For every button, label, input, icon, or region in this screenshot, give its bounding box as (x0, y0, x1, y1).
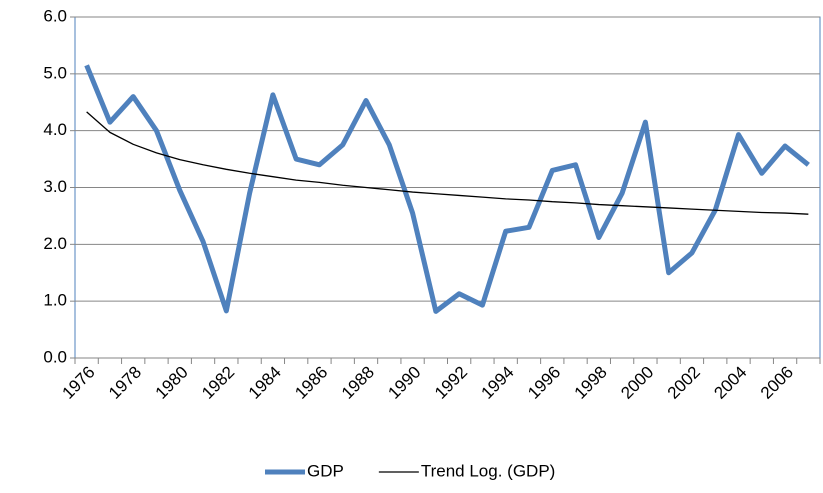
x-tick-label: 1982 (198, 363, 238, 403)
y-tick-label: 5.0 (43, 63, 67, 82)
legend-label: GDP (307, 461, 344, 480)
x-tick-label: 1980 (152, 363, 192, 403)
x-tick-label: 1984 (245, 363, 285, 403)
y-tick-label: 6.0 (43, 6, 67, 25)
y-tick-label: 0.0 (43, 347, 67, 366)
x-tick-label: 1988 (338, 363, 378, 403)
y-tick-label: 1.0 (43, 291, 67, 310)
x-tick-label: 2004 (710, 363, 750, 403)
y-tick-label: 4.0 (43, 120, 67, 139)
x-tick-label: 2006 (757, 363, 797, 403)
series-line (86, 111, 809, 215)
x-tick-label: 1978 (105, 363, 145, 403)
x-tick-label: 1996 (524, 363, 564, 403)
x-tick-label: 2002 (664, 363, 704, 403)
x-tick-label: 1976 (58, 363, 98, 403)
x-tick-label: 1994 (478, 363, 518, 403)
x-tick-label: 1990 (384, 363, 424, 403)
legend-label: Trend Log. (GDP) (421, 461, 555, 480)
x-tick-label: 1998 (571, 363, 611, 403)
y-tick-label: 3.0 (43, 177, 67, 196)
x-tick-label: 1992 (431, 363, 471, 403)
y-tick-label: 2.0 (43, 234, 67, 253)
series-line (84, 64, 810, 314)
x-tick-label: 2000 (617, 363, 657, 403)
x-tick-label: 1986 (291, 363, 331, 403)
